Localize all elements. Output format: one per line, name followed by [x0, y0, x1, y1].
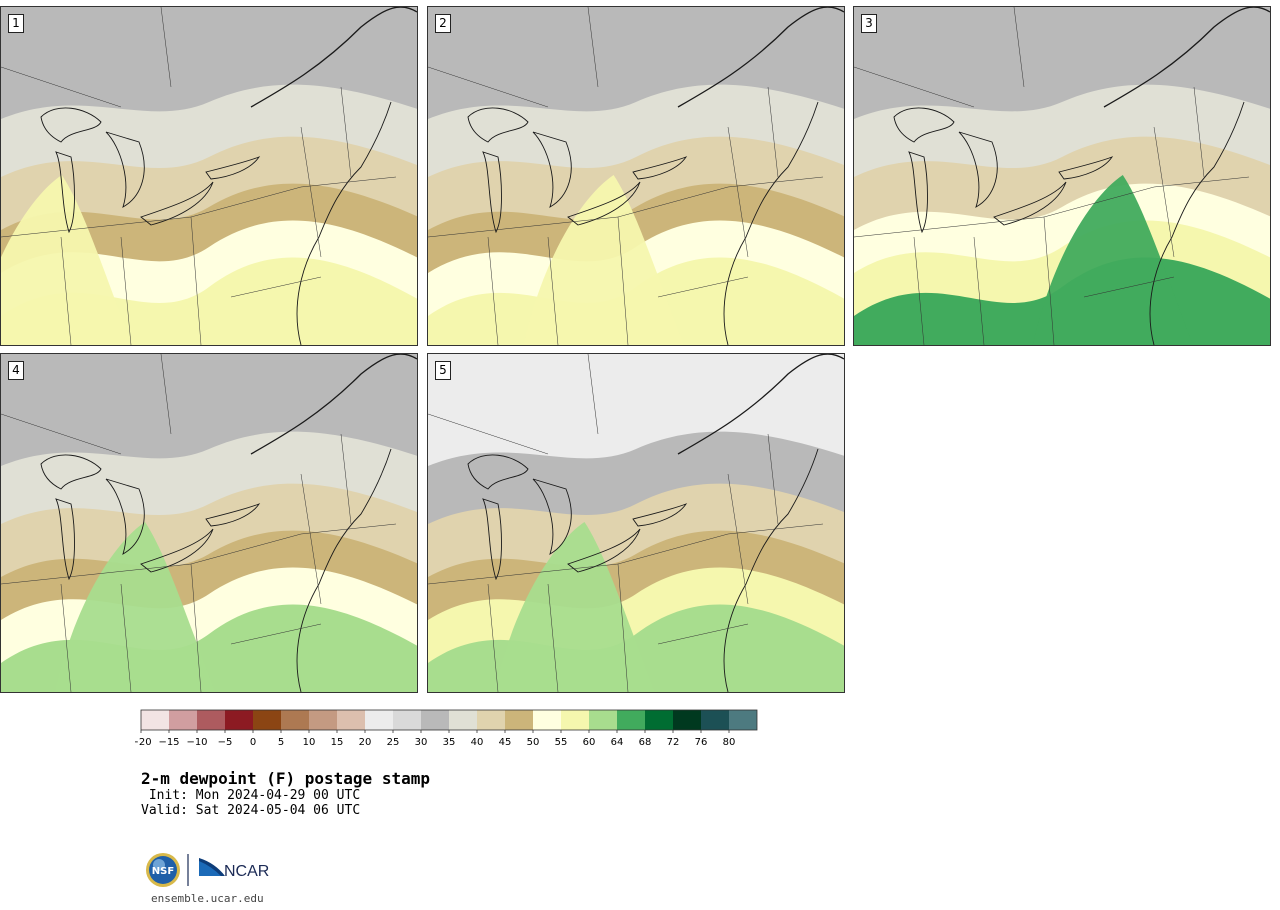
website: ensemble.ucar.edu — [151, 892, 264, 905]
product-title: 2-m dewpoint (F) postage stamp — [141, 769, 430, 788]
colorbar-tick-label: 30 — [415, 737, 428, 748]
colorbar-swatch — [701, 710, 729, 730]
moist-tongue — [55, 522, 215, 692]
colorbar-tick-label: 15 — [331, 737, 344, 748]
member-label: 2 — [435, 14, 451, 33]
member-panel-3: 3 — [853, 6, 1271, 346]
member-label: 4 — [8, 361, 24, 380]
member-panel-1: 1 — [0, 6, 418, 346]
colorbar-swatch — [169, 710, 197, 730]
colorbar-tick-label: 40 — [471, 737, 484, 748]
colorbar-tick-label: 20 — [359, 737, 372, 748]
colorbar-tick-label: 60 — [583, 737, 596, 748]
valid-time: Valid: Sat 2024-05-04 06 UTC — [141, 803, 361, 818]
borders — [854, 7, 1250, 345]
nsf-logo-text: NSF — [152, 866, 174, 877]
colorbar-swatch — [225, 710, 253, 730]
borders — [1, 7, 397, 345]
colorbar: −20 −15 −10 −5 0 5 10 15 20 25 30 35 40 45 50 55 60 64 68 7… — [135, 709, 758, 748]
colorbar-tick-label: −10 — [186, 737, 207, 748]
colorbar-swatch — [421, 710, 449, 730]
dewpoint-map — [854, 7, 1270, 345]
colorbar-swatch — [309, 710, 337, 730]
colorbar-tick-label: 25 — [387, 737, 400, 748]
moist-tongue — [494, 522, 655, 692]
colorbar-tick-label: 35 — [443, 737, 456, 748]
coastlines — [467, 354, 844, 692]
init-time: Init: Mon 2024-04-29 00 UTC — [141, 788, 361, 803]
logos: NSF NCAR — [146, 853, 269, 887]
colorbar-swatch — [505, 710, 533, 730]
dewpoint-map — [1, 7, 417, 345]
moist-tongue — [523, 175, 684, 345]
member-panel-4: 4 — [0, 353, 418, 693]
colorbar-tick-label: 45 — [499, 737, 512, 748]
colorbar-tick-label: 72 — [667, 737, 680, 748]
colorbar-tick-label: 55 — [555, 737, 568, 748]
colorbar-swatch — [337, 710, 365, 730]
colorbar-swatch — [533, 710, 561, 730]
moist-tongue — [1032, 175, 1193, 345]
dewpoint-map — [1, 354, 417, 692]
borders — [1, 354, 397, 692]
colorbar-swatch — [645, 710, 673, 730]
colorbar-swatch — [477, 710, 505, 730]
dewpoint-map — [428, 354, 844, 692]
coastlines — [467, 7, 844, 345]
moist-tongue — [1, 175, 132, 345]
nsf-logo: NSF — [146, 853, 180, 887]
colorbar-swatch — [673, 710, 701, 730]
borders — [428, 7, 824, 345]
member-label: 1 — [8, 14, 24, 33]
colorbar-swatch — [365, 710, 393, 730]
colorbar-swatch — [617, 710, 645, 730]
colorbar-tick-label: 80 — [723, 737, 736, 748]
coastlines — [40, 354, 417, 692]
colorbar-swatch — [281, 710, 309, 730]
colorbar-tick-label: 10 — [303, 737, 316, 748]
colorbar-swatch — [253, 710, 281, 730]
ncar-logo-text: NCAR — [224, 863, 269, 880]
colorbar-swatch — [393, 710, 421, 730]
colorbar-swatch — [141, 710, 169, 730]
colorbar-tick-label: 50 — [527, 737, 540, 748]
colorbar-tick-label: 76 — [695, 737, 708, 748]
colorbar-tick-label: −15 — [158, 737, 179, 748]
member-label: 5 — [435, 361, 451, 380]
colorbar-tick-label: 0 — [250, 737, 256, 748]
ncar-logo: NCAR — [199, 858, 269, 880]
colorbar-swatch — [729, 710, 757, 730]
member-panel-5: 5 — [427, 353, 845, 693]
colorbar-swatch — [449, 710, 477, 730]
colorbar-swatch — [589, 710, 617, 730]
member-panel-2: 2 — [427, 6, 845, 346]
colorbar-tick-label: 64 — [611, 737, 624, 748]
member-label: 3 — [861, 14, 877, 33]
colorbar-tick-label: 5 — [278, 737, 284, 748]
coastlines — [40, 7, 417, 345]
colorbar-tick-label: 68 — [639, 737, 652, 748]
dewpoint-map — [428, 7, 844, 345]
colorbar-tick-label: −5 — [218, 737, 233, 748]
colorbar-swatch — [197, 710, 225, 730]
colorbar-swatch — [561, 710, 589, 730]
colorbar-tick-label: −20 — [135, 737, 152, 748]
coastlines — [893, 7, 1270, 345]
borders — [428, 354, 824, 692]
